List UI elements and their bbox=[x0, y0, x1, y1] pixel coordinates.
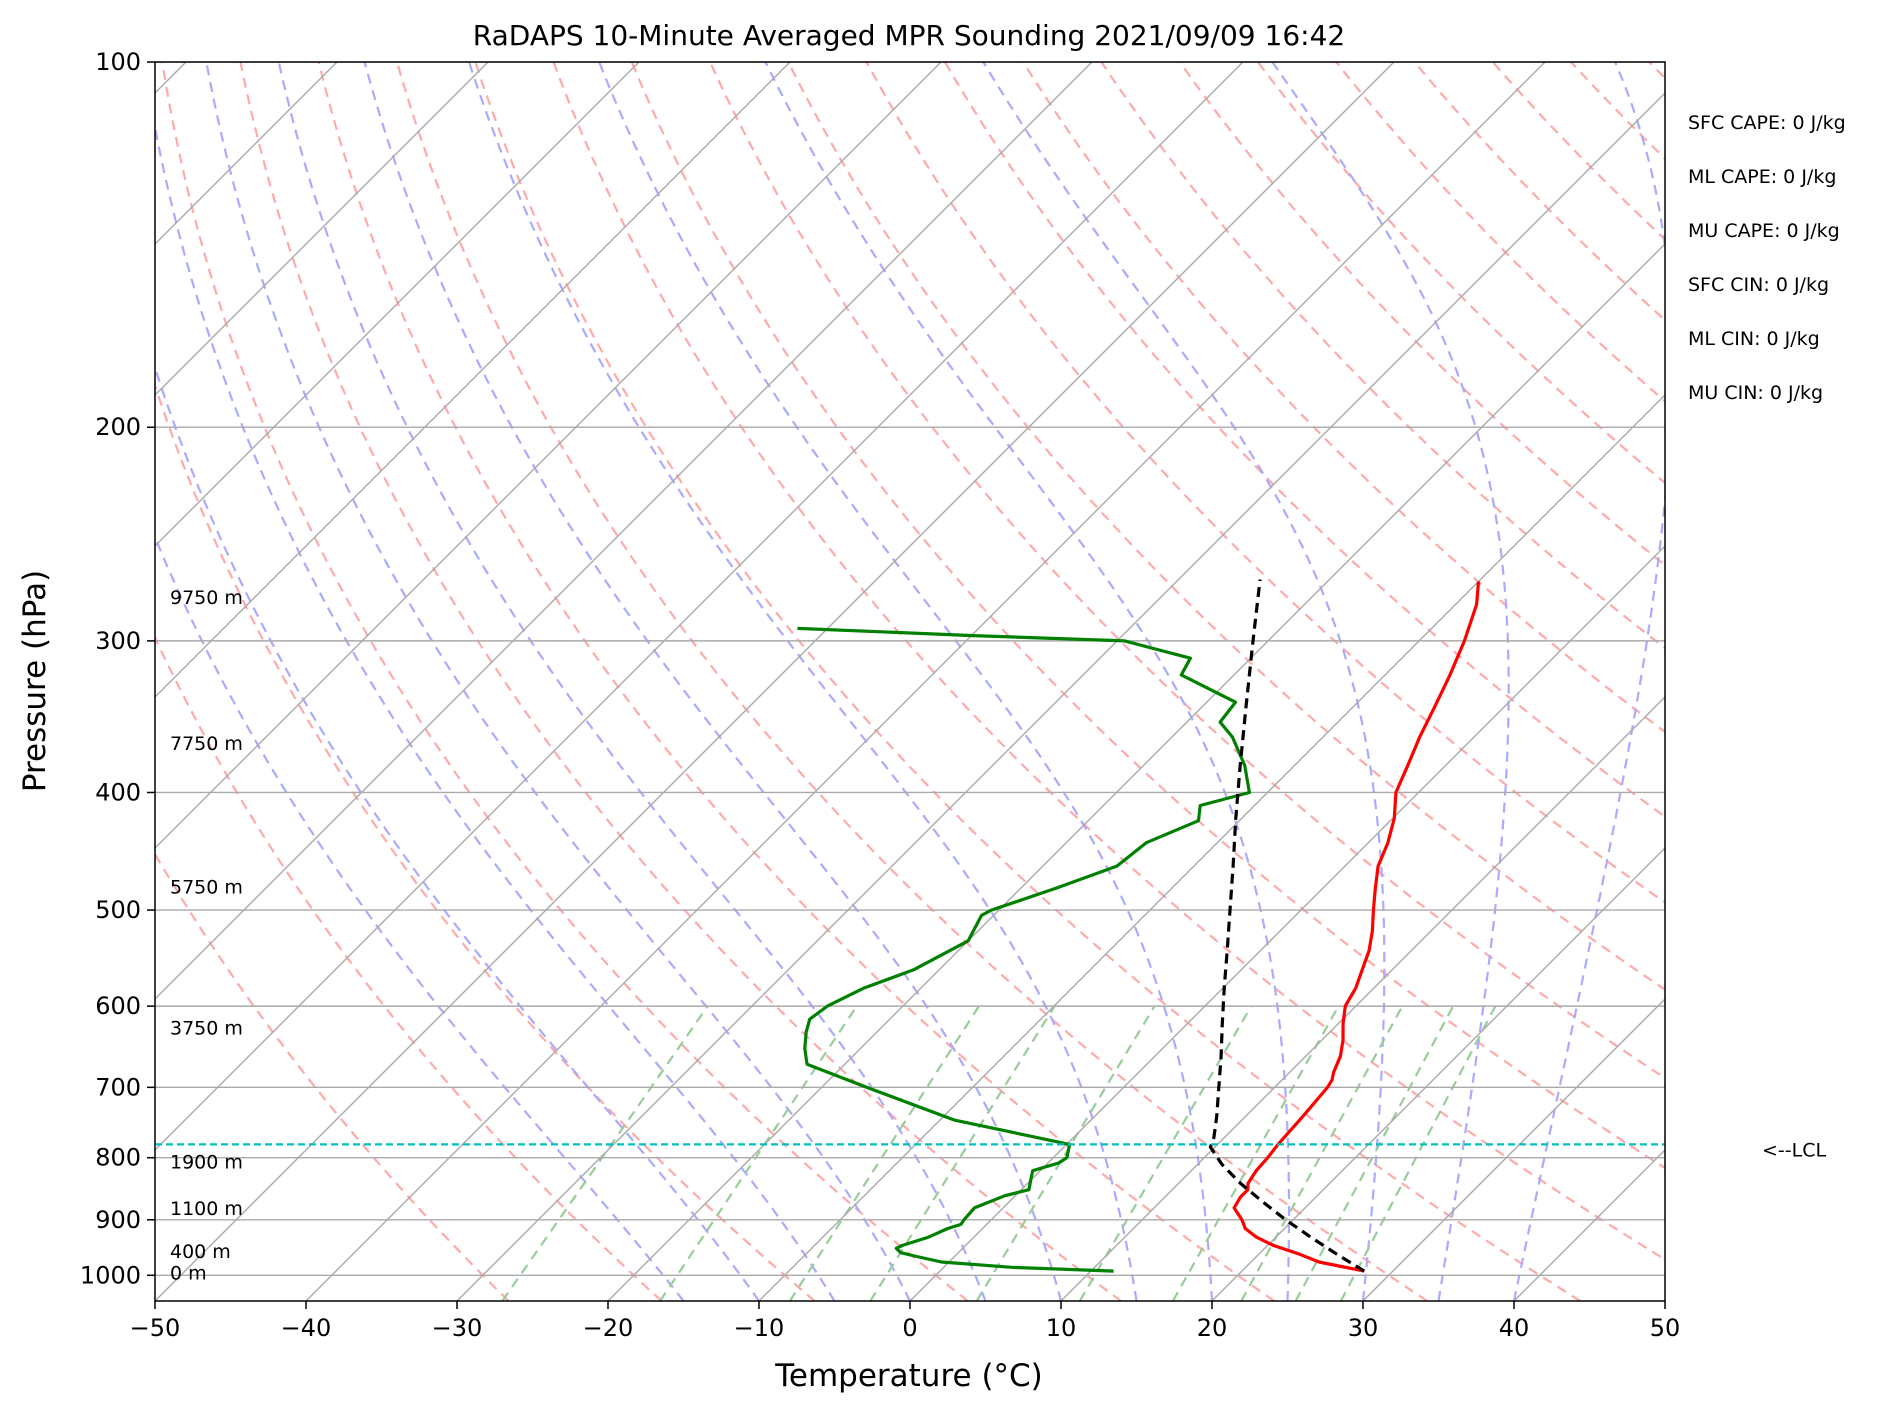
mixing-ratio-line bbox=[790, 1006, 979, 1301]
height-label: 0 m bbox=[170, 1263, 207, 1285]
sounding-trace bbox=[1234, 582, 1478, 1272]
lcl-label: <--LCL bbox=[1762, 1139, 1826, 1161]
dry-adiabat bbox=[241, 62, 1122, 1301]
sounding-trace bbox=[1210, 580, 1364, 1272]
moist-adiabat bbox=[38, 62, 683, 1301]
moist-adiabat bbox=[469, 62, 1137, 1301]
dry-adiabat bbox=[1415, 62, 1882, 1301]
stability-index: MU CIN: 0 J/kg bbox=[1688, 382, 1823, 404]
dry-adiabat bbox=[162, 62, 968, 1301]
x-tick-label: 20 bbox=[1197, 1314, 1228, 1342]
isotherm bbox=[1061, 62, 1882, 1301]
y-tick-label: 500 bbox=[95, 896, 141, 924]
isotherm bbox=[0, 62, 790, 1301]
x-tick-label: 30 bbox=[1348, 1314, 1379, 1342]
y-tick-label: 700 bbox=[95, 1073, 141, 1101]
x-tick-label: −10 bbox=[734, 1314, 785, 1342]
dry-adiabat bbox=[1728, 62, 1882, 1301]
y-tick-label: 900 bbox=[95, 1206, 141, 1234]
dry-adiabat bbox=[710, 62, 1882, 1301]
dry-adiabat bbox=[867, 62, 1882, 1301]
x-tick-label: 40 bbox=[1499, 1314, 1530, 1342]
moist-adiabat bbox=[1514, 62, 1672, 1301]
sounding-trace bbox=[797, 628, 1249, 1271]
dry-adiabat bbox=[554, 62, 1734, 1301]
isotherm bbox=[0, 62, 639, 1301]
mixing-ratio-line bbox=[660, 1006, 857, 1301]
isotherm bbox=[0, 62, 488, 1301]
stability-index: MU CAPE: 0 J/kg bbox=[1688, 220, 1840, 242]
mixing-ratio-line bbox=[1341, 1006, 1496, 1301]
isotherm bbox=[0, 62, 1092, 1301]
moist-adiabat bbox=[983, 62, 1384, 1301]
isotherm bbox=[1514, 62, 1882, 1301]
isotherm bbox=[4, 62, 1243, 1301]
height-label: 5750 m bbox=[170, 876, 243, 898]
y-tick-label: 200 bbox=[95, 413, 141, 441]
moist-adiabat bbox=[144, 62, 835, 1301]
isotherm bbox=[759, 62, 1882, 1301]
isotherm bbox=[608, 62, 1847, 1301]
dry-adiabat bbox=[1180, 62, 1882, 1301]
stability-index: ML CAPE: 0 J/kg bbox=[1688, 166, 1836, 188]
dry-adiabat bbox=[84, 62, 815, 1301]
isotherm bbox=[155, 62, 1394, 1301]
dry-adiabat bbox=[1336, 62, 1882, 1301]
x-tick-label: −40 bbox=[281, 1314, 332, 1342]
isotherm bbox=[0, 62, 941, 1301]
y-tick-label: 400 bbox=[95, 778, 141, 806]
dry-adiabat bbox=[1493, 62, 1882, 1301]
dry-adiabat bbox=[397, 62, 1427, 1301]
moist-adiabat bbox=[766, 62, 1290, 1301]
x-tick-label: 10 bbox=[1046, 1314, 1077, 1342]
stability-index: ML CIN: 0 J/kg bbox=[1688, 328, 1820, 350]
moist-adiabat bbox=[365, 62, 1061, 1301]
y-tick-label: 800 bbox=[95, 1144, 141, 1172]
height-label: 7750 m bbox=[170, 733, 243, 755]
dry-adiabat bbox=[1649, 62, 1882, 1301]
isotherm bbox=[1665, 62, 1882, 1301]
height-label: 400 m bbox=[170, 1241, 231, 1263]
x-axis-label: Temperature (°C) bbox=[774, 1358, 1043, 1394]
x-tick-label: −30 bbox=[432, 1314, 483, 1342]
isotherm bbox=[1363, 62, 1882, 1301]
sounding-traces bbox=[155, 580, 1665, 1272]
dry-adiabat bbox=[1101, 62, 1882, 1301]
height-label: 1100 m bbox=[170, 1198, 243, 1220]
x-tick-label: 0 bbox=[902, 1314, 917, 1342]
height-label: 1900 m bbox=[170, 1152, 243, 1174]
y-tick-label: 100 bbox=[95, 48, 141, 76]
y-tick-label: 1000 bbox=[80, 1261, 141, 1289]
x-tick-label: 50 bbox=[1650, 1314, 1681, 1342]
dry-adiabat bbox=[1571, 62, 1882, 1301]
mixing-ratio-line bbox=[1241, 1006, 1402, 1301]
y-axis-label: Pressure (hPa) bbox=[17, 570, 53, 792]
stability-index: SFC CAPE: 0 J/kg bbox=[1688, 112, 1846, 134]
x-tick-label: −50 bbox=[130, 1314, 181, 1342]
isotherm bbox=[306, 62, 1545, 1301]
y-tick-label: 300 bbox=[95, 627, 141, 655]
isotherm bbox=[457, 62, 1696, 1301]
chart-title: RaDAPS 10-Minute Averaged MPR Sounding 2… bbox=[473, 19, 1345, 52]
height-label: 9750 m bbox=[170, 587, 243, 609]
dry-adiabat bbox=[0, 62, 509, 1301]
dry-adiabat bbox=[788, 62, 1882, 1301]
stability-index: SFC CIN: 0 J/kg bbox=[1688, 274, 1829, 296]
mixing-ratio-line bbox=[1296, 1006, 1454, 1301]
dry-adiabat bbox=[1023, 62, 1882, 1301]
dry-adiabat bbox=[6, 62, 662, 1301]
x-tick-label: −20 bbox=[583, 1314, 634, 1342]
y-tick-label: 600 bbox=[95, 992, 141, 1020]
dry-adiabat bbox=[1258, 62, 1882, 1301]
isotherm bbox=[1212, 62, 1882, 1301]
mixing-ratio-line bbox=[870, 1006, 1054, 1301]
height-label: 3750 m bbox=[170, 1018, 243, 1040]
